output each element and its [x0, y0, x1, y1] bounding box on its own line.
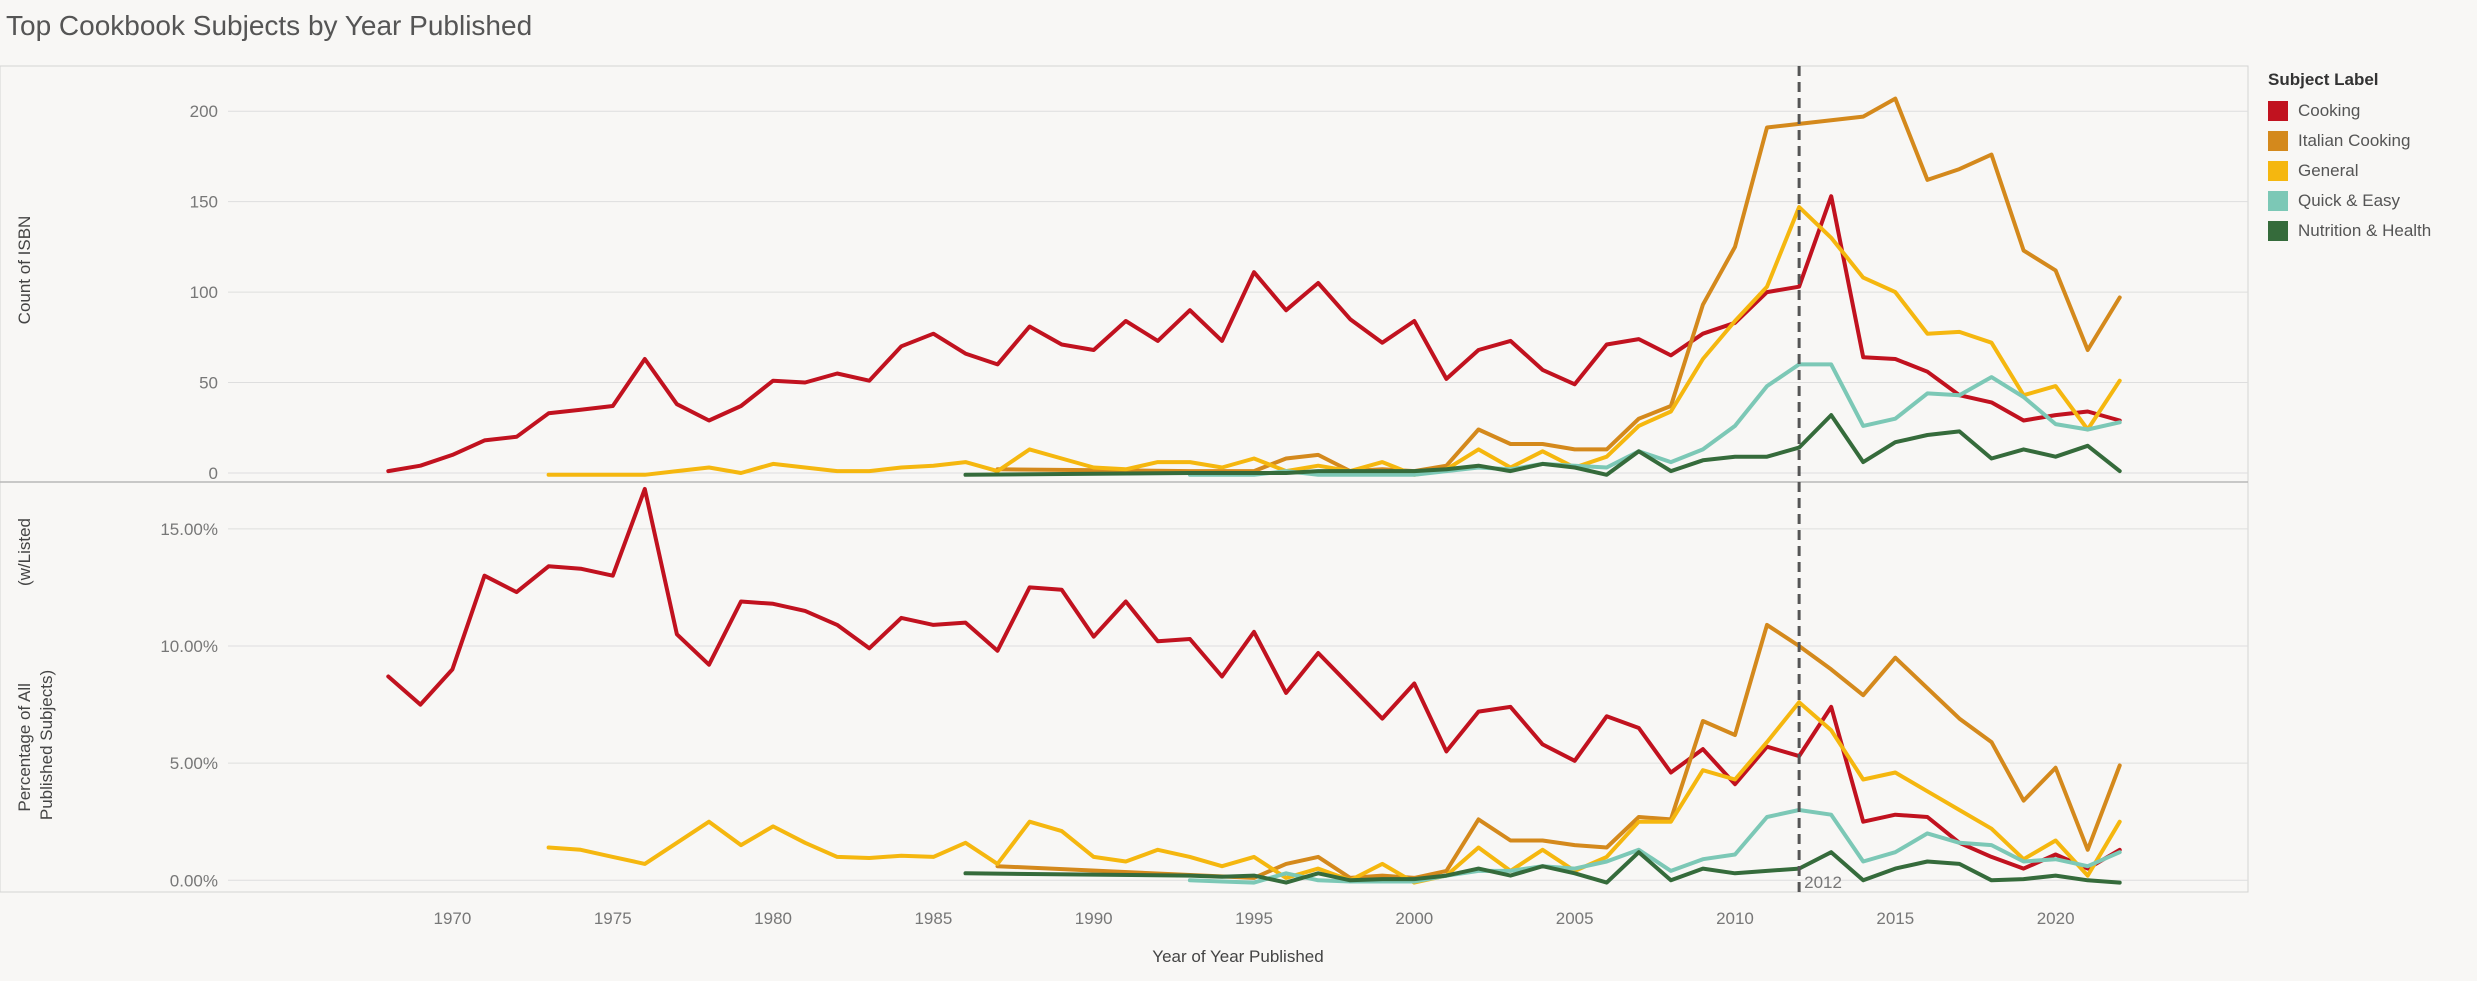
- series-line-general: [546, 700, 2122, 885]
- x-tick-label: 2015: [1876, 909, 1914, 928]
- legend-item-cooking[interactable]: Cooking: [2268, 96, 2431, 126]
- count-panel: 0 50 100 150 200: [190, 96, 2248, 483]
- legend-item-nutrition-health[interactable]: Nutrition & Health: [2268, 216, 2431, 246]
- series-line-quick-easy: [1187, 808, 2122, 885]
- reference-line-2012: 2012: [1797, 66, 1842, 892]
- y-axis-label-percentage-line1: Percentage of All: [15, 683, 34, 812]
- y-tick-label: 0: [209, 464, 218, 483]
- y-axis-label-percentage-line2: Published Subjects): [37, 670, 56, 820]
- x-axis: 1970 1975 1980 1985 1990 1995 2000 2005 2010 2015…: [434, 909, 2075, 928]
- chart-frame: [0, 65, 2249, 893]
- y-tick-label: 10.00%: [160, 637, 218, 656]
- percentage-panel: 0.00% 5.00% 10.00% 15.00%: [160, 487, 2248, 890]
- legend-swatch: [2268, 131, 2288, 151]
- y-tick-label: 200: [190, 102, 218, 121]
- x-tick-label: 2000: [1395, 909, 1433, 928]
- legend-items: Cooking Italian Cooking General Quick & Eas…: [2268, 96, 2431, 246]
- x-tick-label: 1970: [434, 909, 472, 928]
- x-tick-label: 1975: [594, 909, 632, 928]
- series-line-cooking: [386, 194, 2122, 474]
- legend-swatch: [2268, 221, 2288, 241]
- chart-title: Top Cookbook Subjects by Year Published: [6, 10, 533, 41]
- x-tick-label: 2020: [2037, 909, 2075, 928]
- y-tick-label: 100: [190, 283, 218, 302]
- legend[interactable]: Subject Label Cooking Italian Cooking Gene…: [2268, 70, 2431, 246]
- legend-item-italian-cooking[interactable]: Italian Cooking: [2268, 126, 2431, 156]
- series-line-nutrition-health: [963, 413, 2122, 477]
- legend-title: Subject Label: [2268, 70, 2379, 89]
- series-line-general: [546, 205, 2122, 477]
- y-axis-label-percentage-part1: (w/Listed: [15, 518, 34, 586]
- legend-item-quick-easy[interactable]: Quick & Easy: [2268, 186, 2431, 216]
- y-axis-label-count: Count of ISBN: [15, 216, 34, 325]
- series-line-cooking: [386, 487, 2122, 871]
- x-tick-label: 1985: [914, 909, 952, 928]
- y-tick-label: 15.00%: [160, 520, 218, 539]
- y-tick-label: 150: [190, 193, 218, 212]
- x-tick-label: 1995: [1235, 909, 1273, 928]
- legend-item-general[interactable]: General: [2268, 156, 2431, 186]
- legend-swatch: [2268, 161, 2288, 181]
- x-tick-label: 1980: [754, 909, 792, 928]
- y-tick-label: 5.00%: [170, 754, 218, 773]
- plot-border: [0, 65, 2249, 893]
- y-axis-label-percentage-part2: Percentage of All Published Subjects): [15, 670, 56, 820]
- reference-line-label: 2012: [1804, 873, 1842, 892]
- x-axis-label: Year of Year Published: [1152, 947, 1323, 966]
- legend-swatch: [2268, 101, 2288, 121]
- legend-label: Cooking: [2298, 101, 2361, 120]
- legend-swatch: [2268, 191, 2288, 211]
- legend-label: General: [2298, 161, 2359, 180]
- x-tick-label: 2010: [1716, 909, 1754, 928]
- x-tick-label: 1990: [1075, 909, 1113, 928]
- legend-label: Quick & Easy: [2298, 191, 2401, 210]
- legend-label: Nutrition & Health: [2298, 221, 2432, 240]
- y-tick-label: 50: [199, 374, 218, 393]
- x-tick-label: 2005: [1556, 909, 1594, 928]
- series-line-italian-cooking: [995, 96, 2122, 474]
- series-line-nutrition-health: [963, 850, 2122, 885]
- series-line-quick-easy: [1187, 362, 2122, 477]
- y-tick-label: 0.00%: [170, 871, 218, 890]
- legend-label: Italian Cooking: [2298, 131, 2411, 150]
